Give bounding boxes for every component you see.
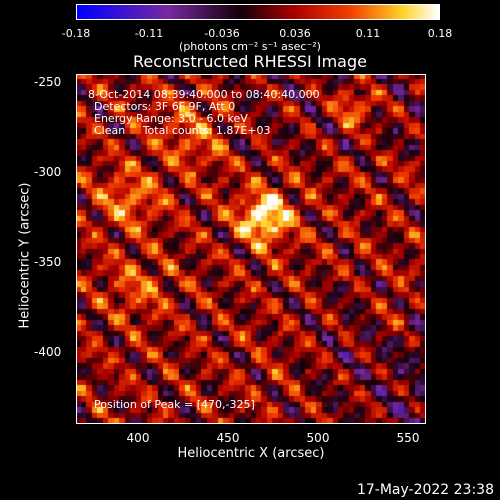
colorbar-tick: -0.11 — [134, 27, 164, 40]
x-tick-label: 550 — [396, 431, 420, 445]
info-method-counts: Clean Total counts: 1.87E+03 — [94, 124, 271, 137]
info-time-range: 8-Oct-2014 08:39:40.000 to 08:40:40.000 — [88, 88, 320, 101]
colorbar-units: (photons cm⁻² s⁻¹ asec⁻²) — [179, 40, 321, 53]
x-axis-label: Heliocentric X (arcsec) — [177, 446, 325, 461]
colorbar-tick: -0.18 — [61, 27, 91, 40]
y-axis-label: Heliocentric Y (arcsec) — [17, 182, 33, 329]
info-peak-position: Position of Peak = [470,-325] — [94, 398, 255, 411]
rhessi-image-map — [76, 74, 426, 424]
colorbar — [76, 4, 440, 20]
colorbar-tick: 0.18 — [427, 27, 453, 40]
y-tick-label: -250 — [34, 75, 62, 89]
timestamp: 17-May-2022 23:38 — [356, 482, 494, 498]
x-tick-label: 450 — [216, 431, 240, 445]
info-energy-range: Energy Range: 3.0 - 6.0 keV — [94, 112, 248, 125]
y-tick-label: -350 — [34, 255, 62, 269]
colorbar-tick: -0.036 — [204, 27, 240, 40]
x-tick-label: 400 — [126, 431, 150, 445]
y-tick-label: -400 — [34, 345, 62, 359]
info-detectors: Detectors: 3F 6F 9F, Att 0 — [94, 100, 236, 113]
x-tick-label: 500 — [306, 431, 330, 445]
plot-title: Reconstructed RHESSI Image — [133, 52, 367, 71]
colorbar-tick: 0.11 — [355, 27, 381, 40]
colorbar-tick: 0.036 — [279, 27, 311, 40]
y-tick-label: -300 — [34, 165, 62, 179]
